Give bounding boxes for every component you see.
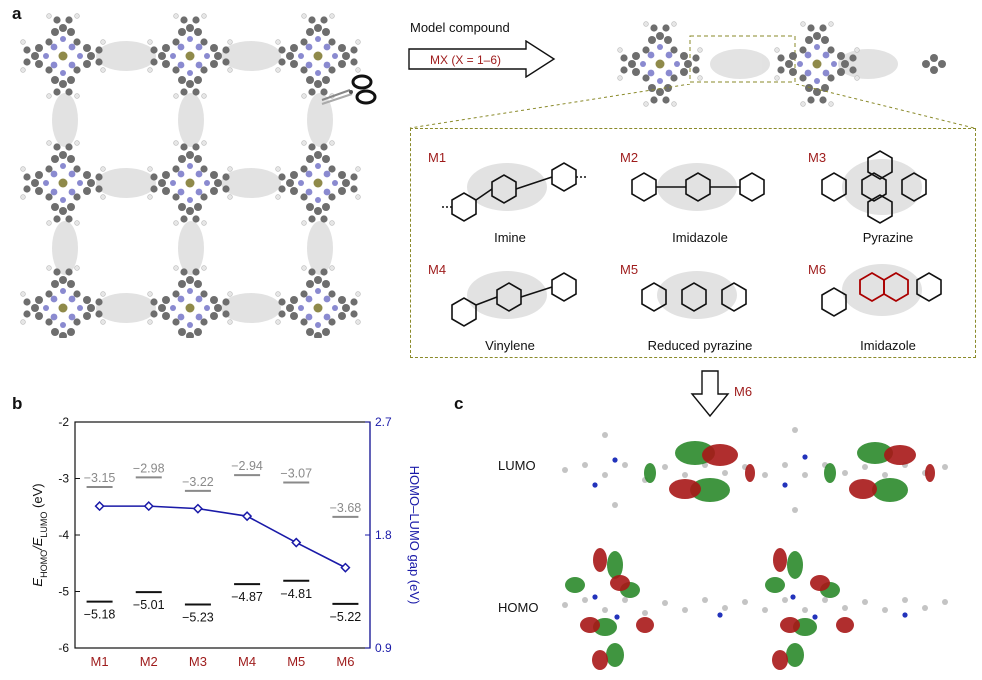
scissors-icon xyxy=(321,74,377,105)
lumo-value: −3.22 xyxy=(182,475,214,489)
left-tick-label: -4 xyxy=(58,528,69,542)
category-label: M5 xyxy=(287,654,305,669)
compound-id-m4: M4 xyxy=(428,262,447,277)
right-axis-label: HOMO–LUMO gap (eV) xyxy=(407,466,420,605)
zoom-connector xyxy=(409,84,975,129)
compound-id-m6: M6 xyxy=(808,262,827,277)
compound-id-m3: M3 xyxy=(808,150,827,165)
compound-structures xyxy=(442,150,942,327)
gap-point xyxy=(143,501,154,512)
energy-level-chart: -2 -3 -4 -5 -6 2.7 1.8 0.9 M1 M2 M3 M4 M5 M6 −3.15 −2.9… xyxy=(30,415,420,669)
homo-value: −4.87 xyxy=(231,590,263,604)
homo-value: −5.22 xyxy=(330,610,362,624)
compound-name-m6: Imidazole xyxy=(860,338,916,353)
left-tick-label: -5 xyxy=(58,585,69,599)
lumo-value: −2.94 xyxy=(231,459,263,473)
right-tick-label: 0.9 xyxy=(375,641,392,655)
lumo-label: LUMO xyxy=(498,458,536,473)
category-label: M4 xyxy=(238,654,256,669)
down-arrow xyxy=(690,370,730,418)
left-tick-label: -6 xyxy=(58,641,69,655)
compound-name-m1: Imine xyxy=(494,230,526,245)
left-axis-label: EHOMO/ELUMO (eV) xyxy=(30,483,49,586)
down-arrow-label: M6 xyxy=(734,384,753,399)
model-compound-arrow xyxy=(408,40,556,78)
right-tick-label: 1.8 xyxy=(375,528,392,542)
model-compound-illustration xyxy=(617,21,946,107)
compounds-box xyxy=(410,128,976,358)
lumo-value: −3.07 xyxy=(280,466,312,480)
left-tick-label: -3 xyxy=(58,472,69,486)
panel-a-label: a xyxy=(12,4,22,23)
lumo-value: −2.98 xyxy=(133,461,165,475)
homo-value: −5.23 xyxy=(182,610,214,624)
compound-name-m5: Reduced pyrazine xyxy=(647,338,753,353)
right-tick-label: 2.7 xyxy=(375,415,392,429)
compound-id-m5: M5 xyxy=(620,262,639,277)
compound-id-m1: M1 xyxy=(428,150,447,165)
left-tick-label: -2 xyxy=(58,415,69,429)
compound-name-m3: Pyrazine xyxy=(862,230,914,245)
cof-network-illustration xyxy=(20,13,361,338)
gap-point xyxy=(242,511,253,522)
homo-value: −5.01 xyxy=(133,598,165,612)
category-label: M2 xyxy=(140,654,158,669)
compound-name-m4: Vinylene xyxy=(485,338,535,353)
category-label: M6 xyxy=(336,654,354,669)
gap-series-line xyxy=(99,505,346,569)
panel-b-label: b xyxy=(12,394,23,413)
plot-frame xyxy=(74,421,371,649)
category-label: M1 xyxy=(91,654,109,669)
homo-value: −5.18 xyxy=(84,608,116,622)
gap-point xyxy=(94,501,105,512)
gap-point xyxy=(291,537,302,548)
orbital-illustration xyxy=(562,427,948,670)
homo-label: HOMO xyxy=(498,600,539,615)
panel-c-label: c xyxy=(454,394,464,413)
homo-value: −4.81 xyxy=(280,587,312,601)
gap-point xyxy=(340,562,351,573)
gap-point xyxy=(192,503,203,514)
lumo-value: −3.68 xyxy=(330,501,362,515)
lumo-value: −3.15 xyxy=(84,471,116,485)
compound-id-m2: M2 xyxy=(620,150,639,165)
compound-name-m2: Imidazole xyxy=(672,230,728,245)
category-label: M3 xyxy=(189,654,207,669)
model-compound-label: Model compound xyxy=(410,20,510,35)
mx-label: MX (X = 1–6) xyxy=(430,53,502,67)
